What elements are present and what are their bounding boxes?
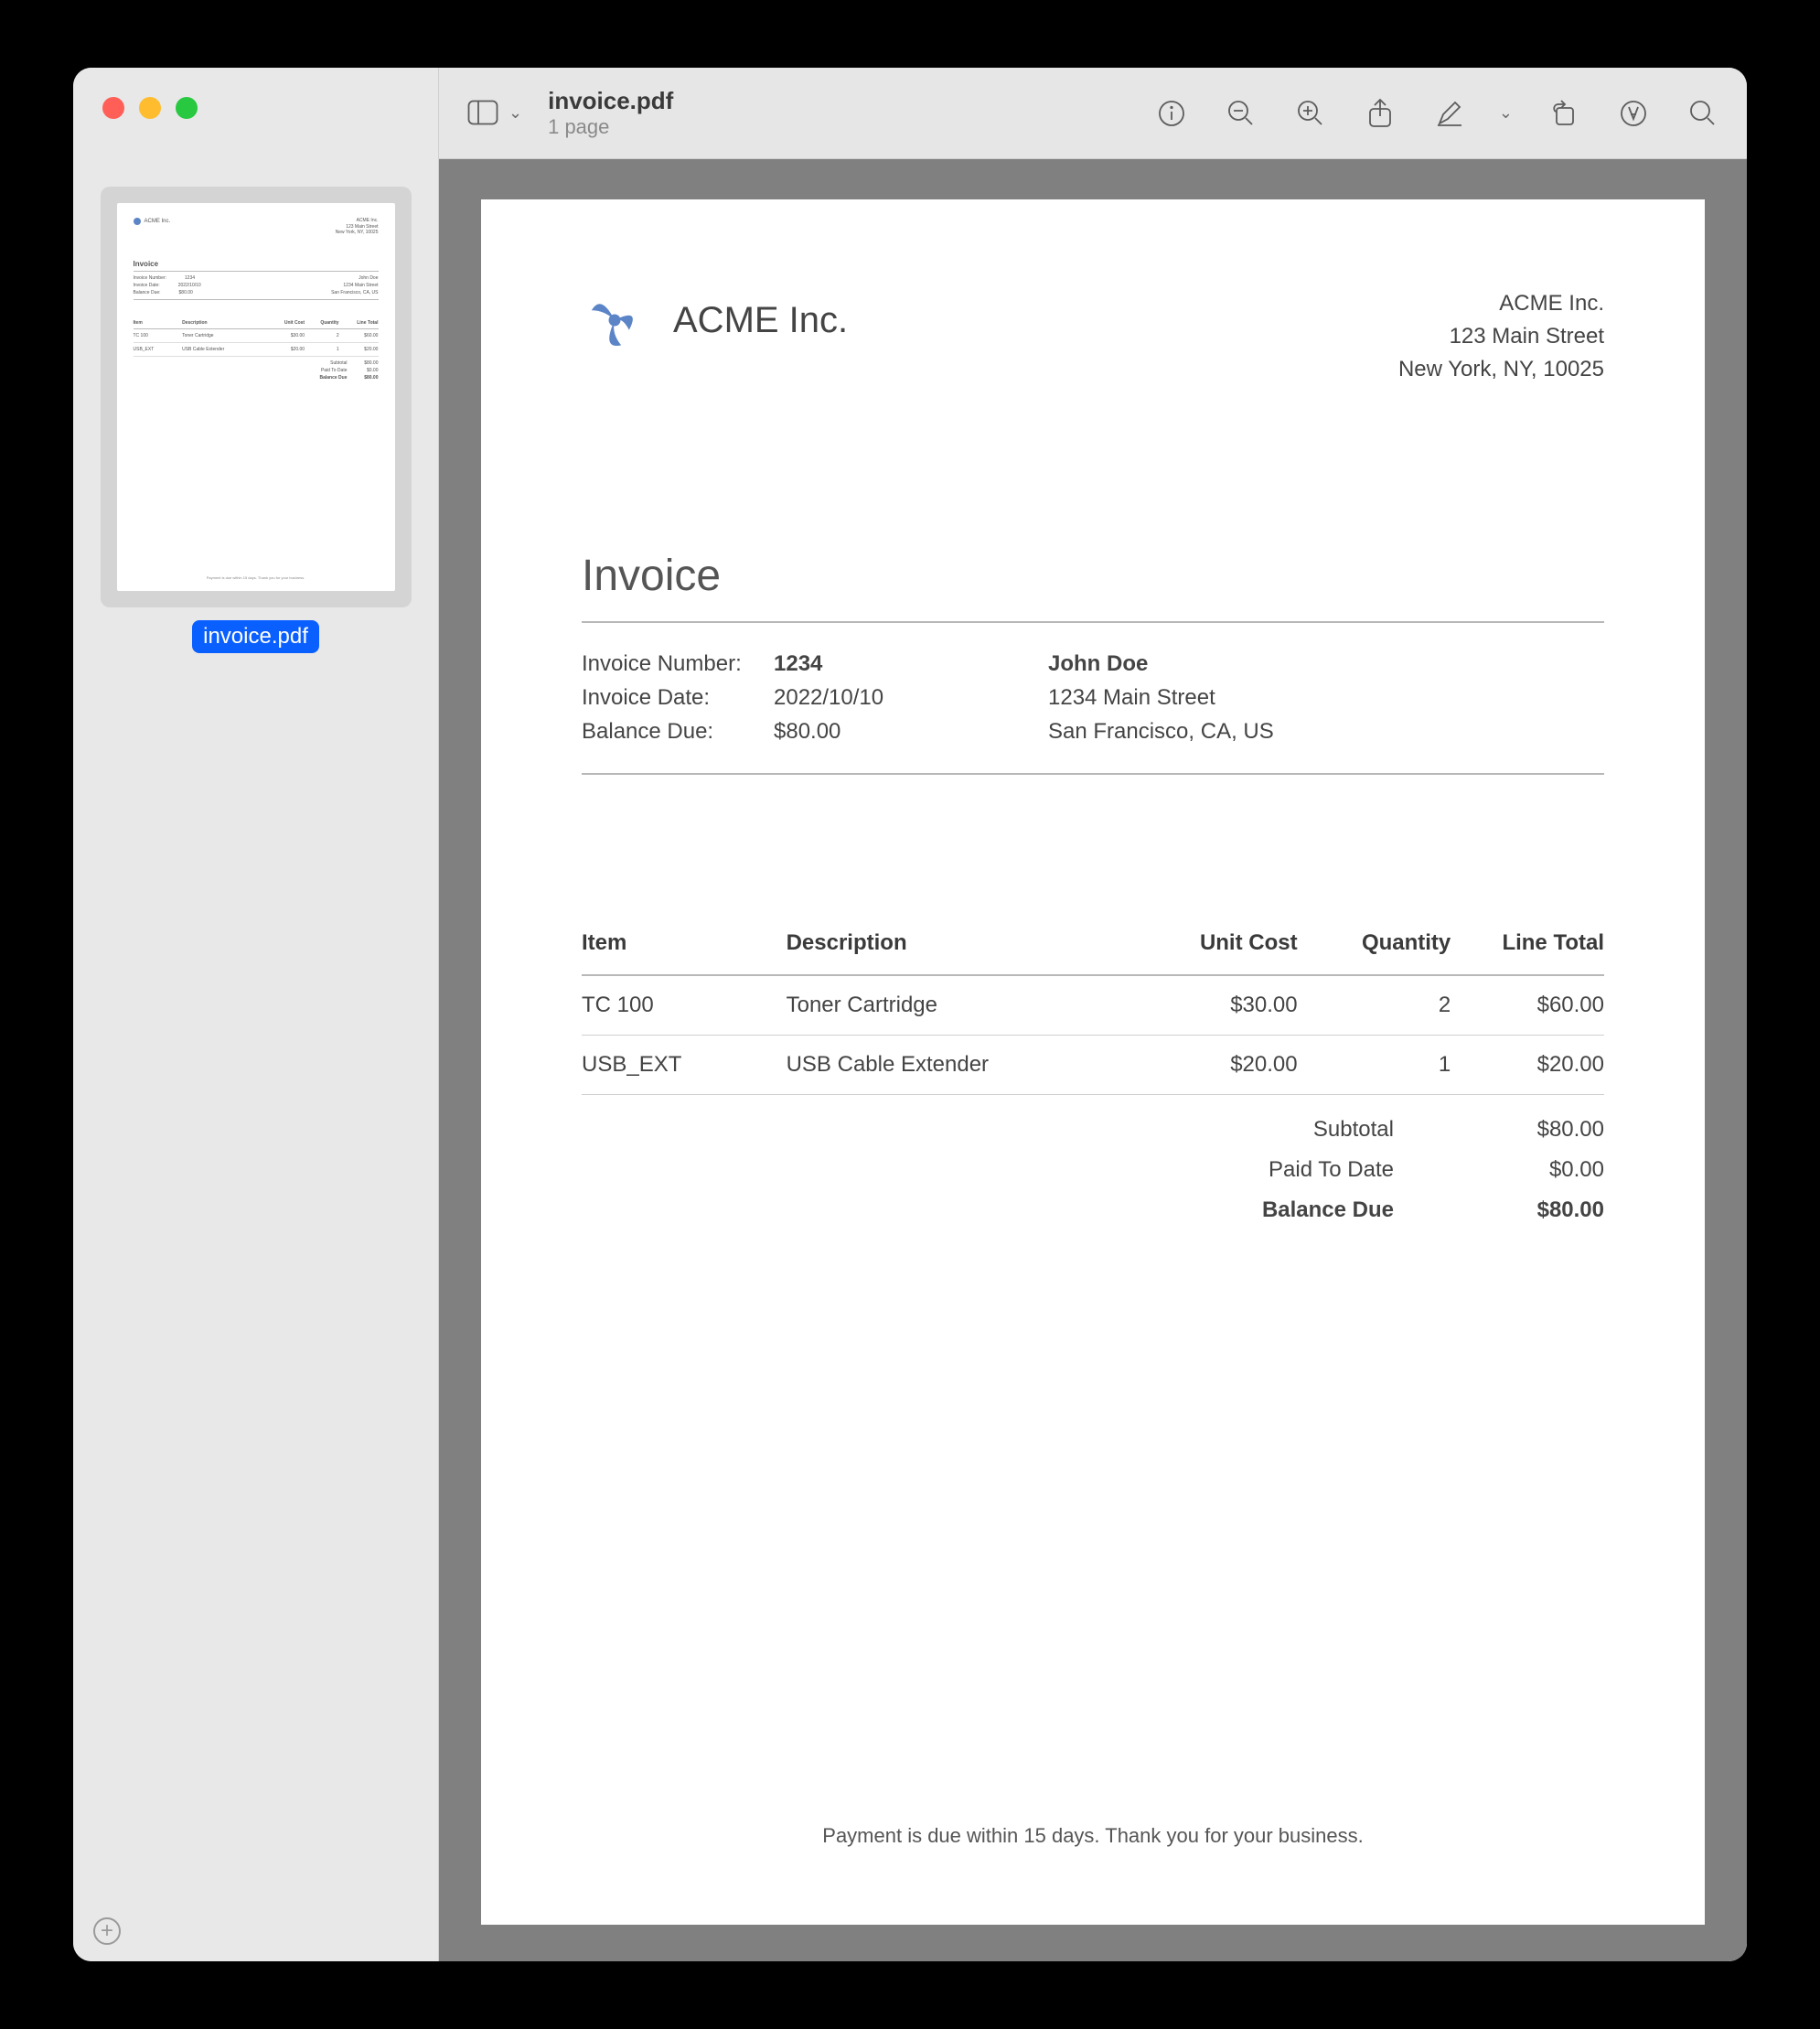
company-address: ACME Inc. 123 Main Street New York, NY, … [1398,287,1604,386]
search-button[interactable] [1685,95,1721,132]
company-address-line2: New York, NY, 10025 [1398,353,1604,386]
zoom-in-button[interactable] [1292,95,1329,132]
meta-label-balance: Balance Due: [582,714,774,748]
page-thumbnail[interactable]: ACME Inc. ACME Inc. 123 Main Street New … [101,187,412,607]
subtotal-label: Subtotal [1065,1117,1394,1143]
paid-label: Paid To Date [1065,1157,1394,1183]
company-address-line1: 123 Main Street [1398,320,1604,353]
sidebar-toggle-menu[interactable]: ⌄ [509,103,522,123]
document-title: invoice.pdf [548,87,673,115]
bill-to-name: John Doe [1048,647,1274,681]
sidebar-toggle-button[interactable] [465,94,501,131]
cell-quantity: 1 [1298,1035,1451,1094]
invoice-title: Invoice [582,551,1604,601]
balance-value: $80.00 [1394,1197,1604,1223]
add-page-button[interactable] [93,1917,121,1945]
cell-quantity: 2 [1298,975,1451,1036]
cell-description: Toner Cartridge [787,975,1134,1036]
page-thumbnail-preview: ACME Inc. ACME Inc. 123 Main Street New … [117,203,395,591]
table-row: TC 100 Toner Cartridge $30.00 2 $60.00 [582,975,1604,1036]
totals: Subtotal $80.00 Paid To Date $0.00 Balan… [582,1110,1604,1230]
bill-to-line2: San Francisco, CA, US [1048,714,1274,748]
bill-to-line1: 1234 Main Street [1048,681,1274,714]
meta-label-number: Invoice Number: [582,647,774,681]
company-brand: ACME Inc. [582,287,848,353]
cell-item: USB_EXT [582,1035,787,1094]
company-address-name: ACME Inc. [1398,287,1604,320]
minimize-window-button[interactable] [139,97,161,119]
highlight-button[interactable] [1615,95,1652,132]
fullscreen-window-button[interactable] [176,97,198,119]
preview-window: ACME Inc. ACME Inc. 123 Main Street New … [73,68,1747,1961]
paid-value: $0.00 [1394,1157,1604,1183]
col-item: Item [582,930,787,975]
thumbnail-area: ACME Inc. ACME Inc. 123 Main Street New … [73,187,438,653]
rotate-button[interactable] [1546,95,1582,132]
col-description: Description [787,930,1134,975]
main-area: ⌄ invoice.pdf 1 page [439,68,1747,1961]
col-quantity: Quantity [1298,930,1451,975]
document-subtitle: 1 page [548,115,673,139]
balance-label: Balance Due [1065,1197,1394,1223]
toolbar: ⌄ invoice.pdf 1 page [439,68,1747,159]
info-button[interactable] [1153,95,1190,132]
bill-to: John Doe 1234 Main Street San Francisco,… [1048,647,1274,749]
subtotal-value: $80.00 [1394,1117,1604,1143]
share-button[interactable] [1362,95,1398,132]
window-controls [102,97,198,119]
cell-item: TC 100 [582,975,787,1036]
line-items: Item Description Unit Cost Quantity Line… [582,930,1604,1230]
meta-value-date: 2022/10/10 [774,681,1048,714]
col-line-total: Line Total [1451,930,1604,975]
sidebar: ACME Inc. ACME Inc. 123 Main Street New … [73,68,439,1961]
company-name: ACME Inc. [673,300,848,341]
meta-value-balance: $80.00 [774,714,1048,748]
document-page: ACME Inc. ACME Inc. 123 Main Street New … [481,199,1705,1925]
sidebar-footer [93,1917,121,1945]
invoice-meta: Invoice Number: Invoice Date: Balance Du… [582,621,1604,775]
table-row: USB_EXT USB Cable Extender $20.00 1 $20.… [582,1035,1604,1094]
col-unit-cost: Unit Cost [1134,930,1298,975]
footer-note: Payment is due within 15 days. Thank you… [582,1824,1604,1861]
meta-value-number: 1234 [774,647,1048,681]
thumbnail-filename[interactable]: invoice.pdf [192,620,319,653]
cell-unit-cost: $20.00 [1134,1035,1298,1094]
document-title-block: invoice.pdf 1 page [548,87,673,140]
close-window-button[interactable] [102,97,124,119]
document-viewport[interactable]: ACME Inc. ACME Inc. 123 Main Street New … [439,159,1747,1961]
zoom-out-button[interactable] [1223,95,1259,132]
table-header-row: Item Description Unit Cost Quantity Line… [582,930,1604,975]
cell-description: USB Cable Extender [787,1035,1134,1094]
cell-line-total: $20.00 [1451,1035,1604,1094]
meta-label-date: Invoice Date: [582,681,774,714]
company-logo-icon [582,287,648,353]
markup-menu[interactable]: ⌄ [1499,103,1513,123]
cell-unit-cost: $30.00 [1134,975,1298,1036]
markup-button[interactable] [1431,95,1468,132]
cell-line-total: $60.00 [1451,975,1604,1036]
